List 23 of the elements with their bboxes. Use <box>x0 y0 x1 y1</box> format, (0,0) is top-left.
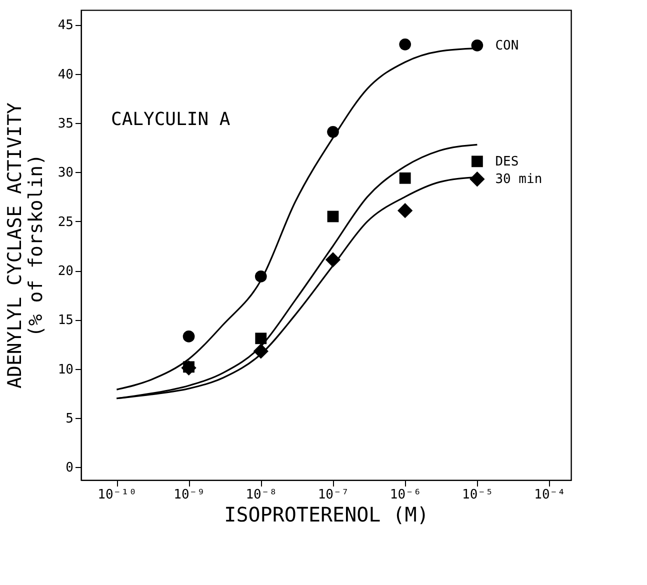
x-tick-label: 10⁻¹⁰ <box>98 488 137 502</box>
annotation: CALYCULIN A <box>111 109 230 130</box>
series-label: DES <box>495 154 519 170</box>
y-tick-label: 20 <box>58 264 74 280</box>
y-tick-label: 0 <box>66 460 74 476</box>
series-label: CON <box>495 38 519 54</box>
y-tick-label: 35 <box>58 116 74 132</box>
x-axis-title: ISOPROTERENOL (M) <box>224 502 429 526</box>
series-label: 30 min <box>495 172 542 188</box>
x-tick-label: 10⁻⁵ <box>462 488 494 502</box>
y-tick-label: 30 <box>58 166 74 181</box>
x-tick-label: 10⁻⁸ <box>246 488 278 502</box>
y-tick-label: 25 <box>58 214 74 230</box>
y-tick-label: 40 <box>58 67 74 82</box>
y-tick-label: 15 <box>58 313 74 328</box>
y-tick-label: 10 <box>58 362 74 378</box>
x-tick-label: 10⁻⁴ <box>534 488 566 502</box>
y-axis-title: ADENYLYL CYCLASE ACTIVITY (% of forskolin) <box>4 102 47 388</box>
x-tick-label: 10⁻⁶ <box>390 488 422 502</box>
y-tick-label: 45 <box>58 18 74 34</box>
x-tick-label: 10⁻⁹ <box>174 488 205 502</box>
x-tick-label: 10⁻⁷ <box>318 488 350 502</box>
y-tick-label: 5 <box>66 412 74 427</box>
